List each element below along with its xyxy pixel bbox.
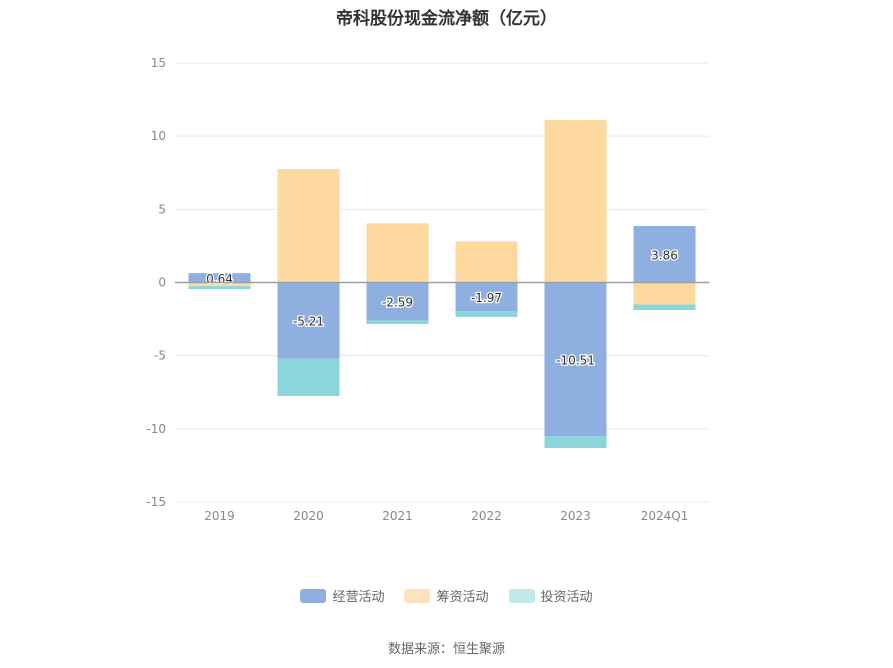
bar-segment[interactable] bbox=[366, 320, 429, 325]
data-label: 0.64 bbox=[206, 272, 233, 286]
x-tick-label: 2021 bbox=[382, 509, 413, 523]
legend-swatch-operating bbox=[300, 588, 327, 603]
bar-segment[interactable] bbox=[455, 282, 518, 312]
data-label: -1.97 bbox=[471, 291, 502, 305]
x-tick-label: 2022 bbox=[471, 509, 502, 523]
bar-segment[interactable] bbox=[188, 273, 251, 283]
bar-segment[interactable] bbox=[633, 226, 696, 283]
bar-segment[interactable] bbox=[633, 304, 696, 311]
legend-item-investing[interactable]: 投资活动 bbox=[508, 586, 593, 605]
bar-segment[interactable] bbox=[277, 169, 340, 283]
legend-swatch-investing bbox=[508, 588, 535, 603]
data-label: -2.59 bbox=[382, 295, 413, 309]
bar-segment[interactable] bbox=[544, 282, 607, 437]
bar-segment[interactable] bbox=[188, 282, 251, 287]
bar-segment[interactable] bbox=[366, 223, 429, 283]
bar-segment[interactable] bbox=[188, 286, 251, 290]
bar-segment[interactable] bbox=[277, 282, 340, 359]
bar-segment[interactable] bbox=[455, 311, 518, 317]
legend-item-operating[interactable]: 经营活动 bbox=[300, 586, 384, 605]
data-label: 3.86 bbox=[651, 248, 678, 262]
bar-segment[interactable] bbox=[633, 282, 696, 305]
chart-title: 帝科股份现金流净额（亿元） bbox=[336, 9, 557, 29]
data-label: -10.51 bbox=[556, 353, 595, 367]
x-tick-label: 2020 bbox=[293, 509, 324, 523]
y-tick-label: -15 bbox=[146, 495, 166, 509]
x-tick-label: 2024Q1 bbox=[641, 509, 689, 523]
y-tick-label: -10 bbox=[146, 422, 166, 436]
bar-segment[interactable] bbox=[277, 358, 340, 397]
data-source-note: 数据来源：恒生聚源 bbox=[387, 642, 505, 657]
legend-label-investing: 投资活动 bbox=[540, 590, 593, 605]
y-tick-label: -5 bbox=[154, 349, 166, 363]
legend-label-financing: 筹资活动 bbox=[436, 590, 489, 605]
y-tick-label: 5 bbox=[158, 202, 166, 216]
bar-segment[interactable] bbox=[544, 120, 607, 283]
y-tick-label: 15 bbox=[151, 56, 166, 70]
x-tick-label: 2019 bbox=[204, 509, 235, 523]
legend-item-financing[interactable]: 筹资活动 bbox=[404, 586, 489, 605]
chart-legend: 经营活动 筹资活动 投资活动 bbox=[0, 586, 893, 605]
x-tick-label: 2023 bbox=[560, 509, 591, 523]
data-label: -5.21 bbox=[293, 315, 324, 329]
legend-swatch-financing bbox=[404, 588, 431, 603]
bar-segment[interactable] bbox=[544, 436, 607, 449]
y-tick-label: 0 bbox=[158, 276, 166, 290]
y-tick-label: 10 bbox=[151, 129, 166, 143]
bar-segment[interactable] bbox=[366, 282, 429, 321]
bar-segment[interactable] bbox=[455, 241, 518, 283]
legend-label-operating: 经营活动 bbox=[332, 590, 385, 605]
